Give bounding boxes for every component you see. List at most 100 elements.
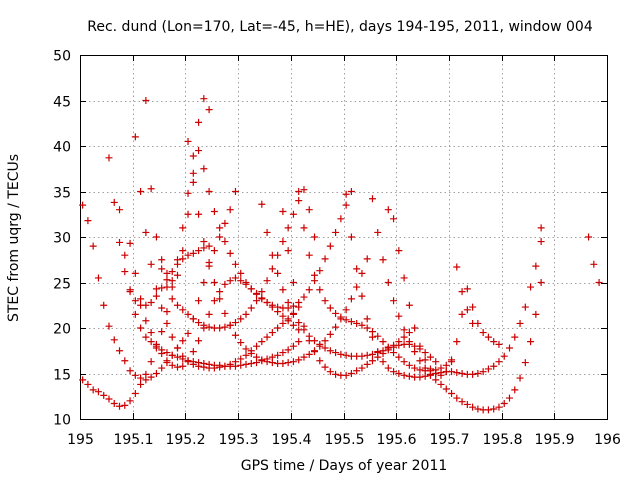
data-point [131, 269, 139, 277]
data-point [137, 324, 145, 332]
data-point [253, 290, 261, 298]
x-tick-label: 195.6 [376, 432, 416, 448]
y-tick-labels: 10 15 20 25 30 35 40 45 50 [53, 49, 71, 429]
data-point [242, 279, 250, 286]
data-point [195, 362, 203, 370]
data-point [463, 285, 471, 293]
data-point [147, 373, 155, 381]
data-point [321, 363, 329, 371]
data-point [279, 208, 287, 216]
data-point [284, 299, 292, 307]
data-point [321, 344, 329, 352]
data-point [221, 280, 229, 288]
data-point [263, 299, 271, 307]
data-point [205, 323, 213, 331]
data-point [179, 352, 187, 360]
data-point [395, 370, 403, 377]
data-point [268, 329, 276, 337]
data-point [448, 356, 456, 364]
data-point [511, 386, 519, 394]
series-track7 [142, 97, 319, 332]
data-point [527, 338, 535, 346]
data-point [279, 238, 287, 246]
data-point [442, 361, 450, 369]
data-point [216, 324, 224, 332]
data-point [390, 349, 398, 357]
data-point [416, 373, 424, 381]
data-point [337, 313, 345, 321]
data-point [448, 390, 456, 398]
data-point [205, 310, 213, 318]
data-point [184, 251, 192, 259]
data-point [184, 189, 192, 197]
data-point [500, 400, 508, 408]
data-point [163, 308, 171, 316]
data-point [121, 251, 129, 259]
data-point [121, 268, 129, 276]
data-point [358, 321, 366, 329]
data-point [511, 333, 519, 341]
data-point [168, 351, 176, 359]
data-point [411, 324, 419, 332]
data-point [506, 344, 514, 352]
y-tick-label: 50 [53, 49, 71, 65]
data-point [195, 247, 203, 255]
data-point [152, 285, 160, 293]
data-point [173, 301, 181, 309]
data-point [421, 356, 429, 364]
data-point [137, 380, 145, 388]
data-point [368, 350, 376, 358]
data-point [289, 309, 297, 317]
data-point [163, 357, 171, 365]
data-point [416, 342, 424, 350]
data-point [295, 319, 303, 327]
data-point [421, 364, 429, 372]
data-point [400, 371, 408, 379]
data-point [147, 338, 155, 346]
data-point [395, 312, 403, 320]
data-point [405, 301, 413, 309]
data-point [384, 364, 392, 372]
data-point [226, 206, 234, 214]
data-point [395, 247, 403, 255]
data-point [247, 285, 255, 293]
data-point [379, 338, 387, 346]
data-point [321, 255, 329, 263]
data-point [205, 106, 213, 114]
data-point [458, 310, 466, 318]
data-point [142, 301, 150, 309]
data-point [442, 385, 450, 393]
data-point [258, 200, 266, 208]
data-point [110, 336, 118, 344]
data-point [268, 301, 276, 309]
data-point [210, 297, 218, 305]
data-point [147, 299, 155, 307]
data-point [216, 224, 224, 232]
data-point [221, 362, 229, 370]
data-point [142, 97, 150, 104]
x-axis-label: GPS time / Days of year 2011 [241, 458, 448, 474]
data-point [590, 260, 598, 268]
data-point [432, 370, 440, 377]
data-point [326, 368, 334, 376]
data-point [79, 201, 87, 209]
data-point [231, 319, 239, 327]
data-point [411, 364, 419, 372]
x-tick-label: 195.2 [165, 432, 205, 448]
data-point [342, 351, 350, 359]
series-track15 [384, 206, 503, 379]
data-point [384, 279, 392, 286]
data-point [242, 310, 250, 318]
data-point [311, 348, 319, 356]
data-point [242, 351, 250, 359]
y-axis-label: STEC from uqrg / TECUs [6, 154, 22, 322]
data-point [363, 324, 371, 332]
data-point [216, 363, 224, 371]
data-point [184, 210, 192, 218]
data-point [326, 242, 334, 250]
data-point [221, 323, 229, 331]
data-point [358, 364, 366, 372]
data-point [253, 342, 261, 350]
data-point [173, 344, 181, 352]
data-point [279, 312, 287, 320]
